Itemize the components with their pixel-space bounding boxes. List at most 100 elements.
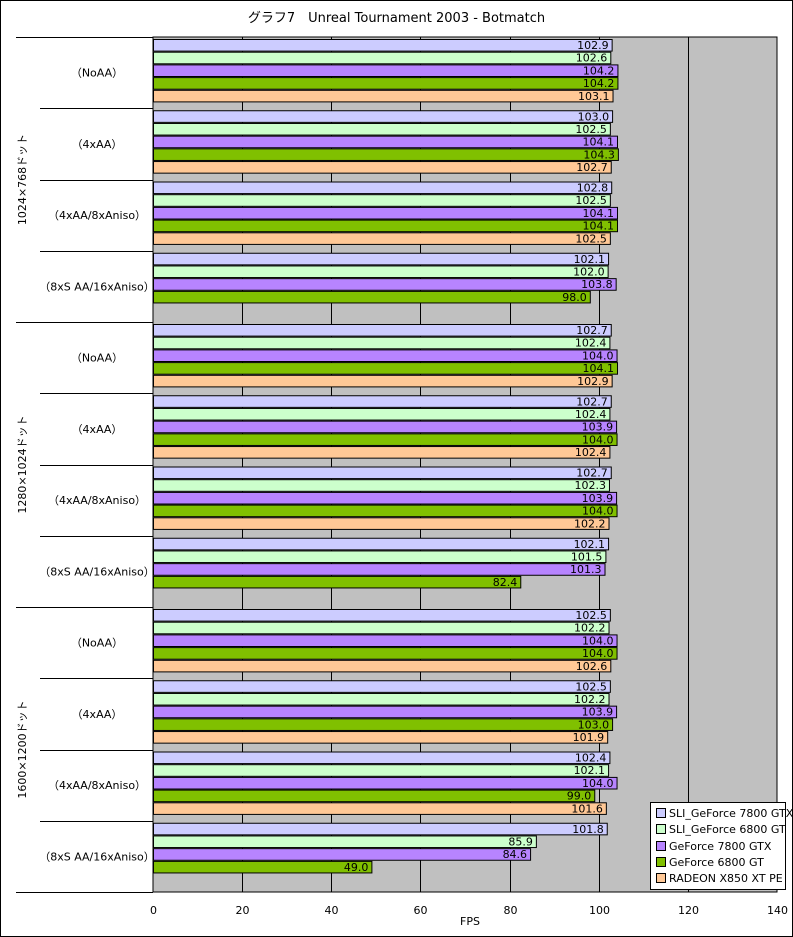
data-label: 49.0: [344, 861, 369, 874]
data-label: 99.0: [567, 790, 592, 803]
data-label: 98.0: [562, 291, 587, 304]
bar: [153, 77, 619, 90]
legend-swatch: [656, 840, 666, 851]
bar: [153, 718, 614, 731]
bar: [153, 491, 618, 505]
data-label: 101.6: [571, 802, 603, 815]
category-label: （4xAA/8xAniso）: [48, 209, 146, 222]
x-tick-label: 20: [236, 904, 250, 917]
bar: [153, 336, 611, 350]
bar: [153, 835, 537, 849]
legend-item: SLI_GeForce 6800 GT: [656, 823, 786, 837]
data-label: 102.3: [574, 479, 606, 492]
data-label: 102.2: [574, 622, 606, 635]
data-label: 103.9: [582, 421, 614, 434]
bar: [153, 563, 606, 576]
data-label: 84.6: [503, 848, 528, 861]
x-tick-label: 120: [678, 904, 699, 917]
bar: [153, 776, 618, 790]
bar: [153, 705, 618, 719]
data-label: 104.1: [582, 207, 614, 220]
x-tick-label: 40: [325, 904, 339, 917]
legend: SLI_GeForce 7800 GTX SLI_GeForce 6800 GT G…: [650, 802, 793, 890]
x-tick-label: 60: [414, 904, 428, 917]
plot-area: [152, 36, 778, 893]
group-label: 1280×1024ドット: [16, 415, 29, 513]
bar: [153, 731, 609, 744]
data-label: 104.0: [582, 349, 614, 362]
bar: [153, 181, 613, 195]
data-label: 102.2: [574, 517, 606, 530]
data-label: 102.1: [574, 538, 606, 551]
data-label: 102.6: [576, 52, 608, 65]
bar: [153, 433, 618, 446]
bar: [153, 278, 617, 291]
bar: [153, 609, 611, 622]
data-label: 103.9: [582, 492, 614, 505]
bar: [153, 504, 618, 518]
data-label: 102.9: [577, 39, 609, 52]
bar: [153, 265, 609, 279]
category-label: （4xAA/8xAniso）: [48, 779, 146, 792]
data-label: 104.0: [582, 505, 614, 518]
data-label: 104.0: [582, 433, 614, 446]
category-label: （NoAA）: [71, 637, 123, 650]
data-label: 102.5: [575, 609, 607, 622]
data-label: 104.0: [582, 647, 614, 660]
legend-label: GeForce 6800 GT: [669, 855, 764, 869]
bar: [153, 751, 611, 765]
x-tick-label: 80: [504, 904, 518, 917]
data-label: 101.3: [570, 563, 602, 576]
bar: [153, 647, 618, 660]
legend-swatch: [656, 873, 666, 884]
bar: [153, 550, 607, 564]
data-label: 104.1: [582, 220, 614, 233]
bar: [153, 517, 610, 530]
x-axis-label: FPS: [460, 915, 480, 928]
bar: [153, 680, 611, 693]
bar: [153, 575, 522, 589]
data-label: 82.4: [493, 576, 518, 589]
bar: [153, 89, 614, 103]
category-label: （8xS AA/16xAniso）: [39, 280, 155, 293]
data-label: 102.9: [577, 375, 609, 388]
bar: [153, 621, 610, 635]
data-label: 103.9: [582, 706, 614, 719]
data-label: 102.4: [575, 408, 607, 421]
data-label: 102.5: [575, 680, 607, 693]
bar: [153, 395, 612, 408]
data-label: 102.7: [576, 324, 608, 337]
legend-label: SLI_GeForce 6800 GT: [669, 823, 786, 837]
bar: [153, 148, 619, 161]
data-label: 101.5: [571, 550, 603, 563]
bar: [153, 446, 611, 459]
data-label: 102.7: [576, 395, 608, 408]
bar: [153, 374, 613, 388]
bar: [153, 39, 613, 52]
data-label: 104.0: [582, 634, 614, 647]
legend-item: SLI_GeForce 7800 GTX: [656, 807, 793, 821]
bar: [153, 659, 612, 673]
data-label: 103.1: [578, 90, 610, 103]
bar: [153, 802, 607, 815]
bar: [153, 420, 618, 434]
bar: [153, 206, 618, 220]
bar: [153, 252, 610, 266]
data-label: 102.8: [577, 182, 609, 195]
data-label: 104.0: [582, 777, 614, 790]
bar: [153, 466, 612, 480]
category-label: （8xS AA/16xAniso）: [39, 565, 155, 578]
bar: [153, 362, 618, 375]
bar: [153, 161, 612, 174]
category-label: （4xAA/8xAniso）: [48, 494, 146, 507]
legend-item: RADEON X850 XT PE: [656, 872, 783, 886]
category-label: （8xS AA/16xAniso）: [39, 850, 155, 863]
group-label: 1024×768ドット: [16, 134, 29, 225]
x-tick-label: 140: [767, 904, 788, 917]
data-label: 104.3: [583, 148, 615, 161]
legend-swatch: [656, 824, 666, 835]
bar: [153, 110, 614, 123]
data-label: 101.8: [572, 823, 604, 836]
legend-label: RADEON X850 XT PE: [669, 872, 783, 886]
bar: [153, 135, 618, 149]
